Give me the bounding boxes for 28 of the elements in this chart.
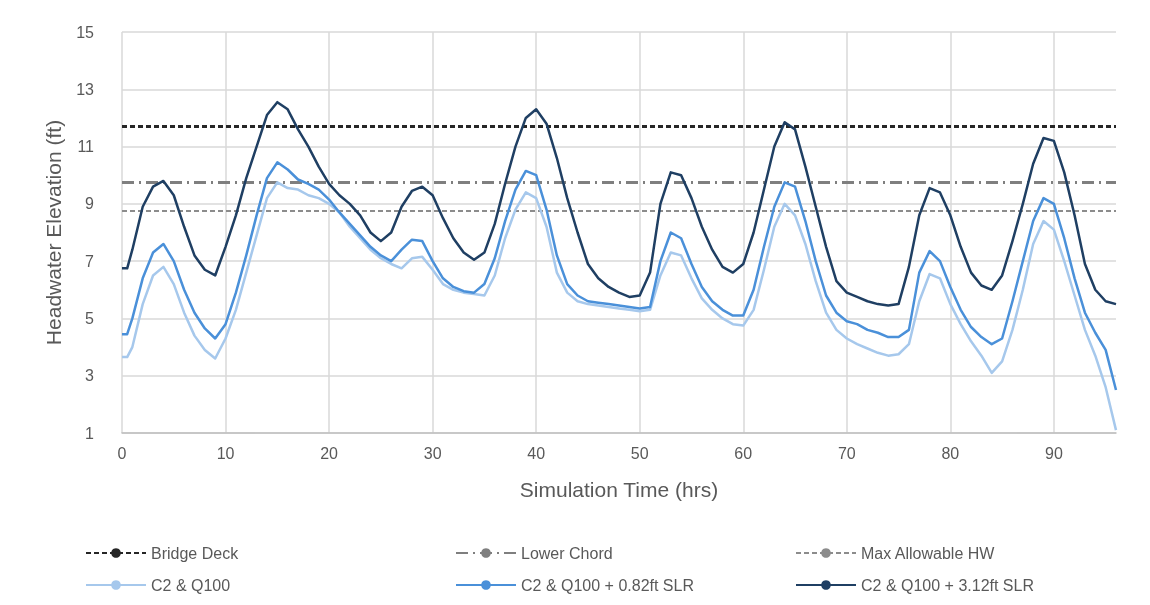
y-tick-label: 11 xyxy=(77,138,95,156)
legend-label: C2 & Q100 + 0.82ft SLR xyxy=(521,576,694,594)
x-tick-label: 0 xyxy=(117,444,127,462)
x-tick-label: 20 xyxy=(320,444,339,462)
y-tick-label: 5 xyxy=(85,309,95,327)
line-series xyxy=(120,161,1118,392)
x-tick-label: 40 xyxy=(527,444,546,462)
line-series xyxy=(120,100,1118,307)
y-tick-label: 7 xyxy=(85,252,95,270)
y-tick-label: 9 xyxy=(85,195,95,213)
legend-label: Max Allowable HW xyxy=(861,544,996,562)
y-tick-label: 1 xyxy=(85,424,95,442)
x-tick-label: 50 xyxy=(630,444,649,462)
x-tick-label: 30 xyxy=(423,444,442,462)
y-tick-label: 13 xyxy=(76,80,95,98)
legend-label: Bridge Deck xyxy=(151,544,240,562)
legend-label: C2 & Q100 xyxy=(151,576,231,594)
legend-label: Lower Chord xyxy=(521,544,613,562)
x-tick-label: 10 xyxy=(216,444,235,462)
y-axis-title: Headwater Elevation (ft) xyxy=(42,119,65,346)
legend-label: C2 & Q100 + 3.12ft SLR xyxy=(861,576,1034,594)
y-tick-label: 15 xyxy=(76,23,95,41)
x-tick-label: 70 xyxy=(837,444,856,462)
x-tick-label: 80 xyxy=(941,444,960,462)
x-tick-label: 60 xyxy=(734,444,753,462)
x-tick-label: 90 xyxy=(1044,444,1063,462)
x-axis-title: Simulation Time (hrs) xyxy=(519,478,719,501)
y-tick-label: 3 xyxy=(85,367,95,385)
